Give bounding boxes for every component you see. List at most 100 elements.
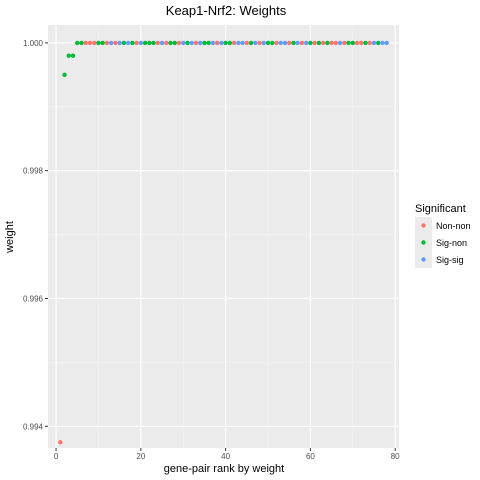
point-sig-non: [363, 40, 368, 46]
point-non-non: [92, 40, 97, 46]
point-sig-sig: [380, 40, 385, 46]
y-tick-label: 0.998: [23, 167, 44, 176]
point-non-non: [104, 40, 110, 46]
point-non-non: [176, 40, 182, 46]
legend-title: Significant: [415, 203, 466, 215]
x-axis-ticks: 0 20 40 60 80: [54, 448, 400, 461]
x-tick-label: 40: [221, 452, 230, 461]
point-non-non: [231, 40, 237, 46]
point-sig-non: [79, 40, 84, 46]
y-axis-label: weight: [4, 221, 16, 254]
point-sig-non: [147, 40, 152, 46]
legend-dot-sig-non: [421, 240, 426, 245]
point-sig-non: [376, 40, 381, 46]
legend: Significant Non-non Sig-non Sig-sig: [415, 203, 471, 268]
point-sig-sig: [197, 40, 203, 46]
legend-label-sig-non: Sig-non: [436, 238, 467, 248]
point-sig-sig: [189, 40, 194, 46]
point-non-non: [329, 40, 334, 46]
point-sig-sig: [125, 40, 131, 46]
point-sig-non: [130, 40, 135, 46]
point-non-non: [83, 40, 88, 46]
point-non-non: [287, 40, 292, 46]
point-sig-non: [350, 40, 355, 46]
point-sig-sig: [138, 40, 144, 46]
point-non-non: [354, 40, 360, 46]
point-non-non: [312, 40, 317, 46]
point-sig-non: [270, 40, 275, 46]
x-tick-label: 80: [391, 452, 400, 461]
legend-item-non-non: Non-non: [415, 217, 471, 234]
point-non-non: [333, 40, 339, 46]
point-sig-sig: [159, 40, 165, 46]
point-non-non: [58, 440, 63, 445]
point-non-non: [299, 40, 305, 46]
point-non-non: [257, 40, 262, 46]
point-non-non: [274, 40, 279, 46]
x-tick-label: 0: [54, 452, 59, 461]
point-sig-non: [75, 40, 80, 46]
legend-dot-non-non: [421, 223, 426, 228]
point-sig-non: [172, 40, 177, 46]
point-sig-non: [121, 40, 127, 46]
point-non-non: [214, 40, 220, 46]
chart-title: Keap1-Nrf2: Weights: [166, 3, 287, 18]
point-sig-sig: [181, 40, 186, 46]
point-sig-non: [227, 40, 233, 46]
point-sig-non: [206, 40, 211, 46]
point-non-non: [134, 40, 139, 46]
point-sig-non: [168, 40, 173, 46]
point-non-non: [359, 40, 364, 46]
point-sig-non: [70, 53, 76, 58]
minor-gridlines: [48, 25, 399, 448]
point-sig-non: [96, 40, 101, 46]
point-sig-non: [325, 40, 330, 46]
point-non-non: [193, 40, 199, 46]
point-sig-sig: [337, 40, 343, 46]
point-non-non: [155, 40, 160, 46]
point-sig-sig: [295, 40, 300, 46]
point-sig-non: [185, 40, 190, 46]
x-tick-label: 60: [306, 452, 315, 461]
point-sig-sig: [371, 40, 377, 46]
data-points: [58, 40, 389, 445]
legend-dot-sig-sig: [421, 257, 426, 262]
point-sig-sig: [384, 40, 389, 46]
legend-item-sig-sig: Sig-sig: [415, 251, 464, 268]
point-non-non: [113, 40, 118, 46]
point-sig-sig: [303, 40, 309, 46]
point-sig-sig: [282, 40, 288, 46]
point-sig-sig: [253, 40, 258, 46]
point-sig-non: [62, 72, 67, 78]
point-sig-sig: [219, 40, 224, 46]
legend-label-non-non: Non-non: [436, 221, 471, 231]
point-sig-non: [202, 40, 207, 46]
point-non-non: [87, 40, 93, 46]
point-non-non: [342, 40, 347, 46]
point-sig-sig: [278, 40, 283, 46]
point-non-non: [320, 40, 326, 46]
point-sig-non: [248, 40, 254, 46]
point-sig-sig: [117, 40, 122, 46]
point-sig-non: [223, 40, 228, 46]
point-non-non: [164, 40, 169, 46]
x-axis-label: gene-pair rank by weight: [164, 463, 284, 475]
point-sig-non: [291, 40, 296, 46]
y-tick-label: 0.994: [23, 422, 44, 431]
point-non-non: [244, 40, 250, 46]
point-sig-sig: [210, 40, 216, 46]
point-sig-sig: [236, 40, 241, 46]
plot-panel: [48, 25, 399, 448]
point-sig-non: [316, 40, 322, 46]
point-sig-sig: [261, 40, 266, 46]
point-sig-non: [346, 40, 351, 46]
point-sig-non: [142, 40, 148, 46]
point-non-non: [367, 40, 372, 46]
y-axis-ticks: 0.994 0.996 0.998 1.000: [23, 39, 48, 431]
y-tick-label: 0.996: [23, 294, 44, 303]
point-sig-non: [66, 53, 71, 58]
legend-item-sig-non: Sig-non: [415, 234, 467, 251]
point-sig-non: [151, 40, 156, 46]
